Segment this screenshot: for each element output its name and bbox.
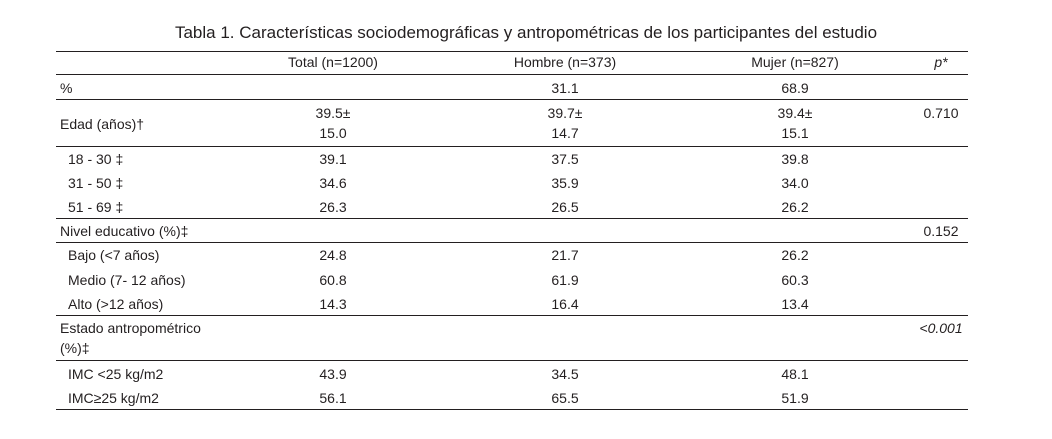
row-nivel-p: 0.152 [923,223,959,239]
row-bajo-hombre: 21.7 [551,247,579,263]
row-rule [56,99,968,100]
table-bottom-rule [56,409,968,410]
row-estado-label-line2: (%)‡ [60,340,90,356]
row-edad-hombre-sd: 14.7 [551,125,579,141]
row-edad-18-30-total: 39.1 [319,151,347,167]
row-pct-mujer: 68.9 [781,80,809,96]
row-medio-total: 60.8 [319,272,347,288]
row-edad-label: Edad (años)† [60,116,145,132]
row-bajo-label: Bajo (<7 años) [68,247,160,263]
row-alto-mujer: 13.4 [781,296,809,312]
row-edad-mujer-sd: 15.1 [781,125,809,141]
row-edad-18-30-label: 18 - 30 ‡ [68,151,124,167]
row-edad-hombre-mean: 39.7± [547,105,583,121]
row-edad-51-69-mujer: 26.2 [781,199,809,215]
row-imc-alto-hombre: 65.5 [551,390,579,406]
row-imc-bajo-total: 43.9 [319,366,347,382]
row-imc-bajo-hombre: 34.5 [551,366,579,382]
row-edad-31-50-mujer: 34.0 [781,175,809,191]
row-edad-total-sd: 15.0 [319,125,347,141]
row-edad-31-50-total: 34.6 [319,175,347,191]
row-alto-label: Alto (>12 años) [68,296,164,312]
row-bajo-mujer: 26.2 [781,247,809,263]
row-rule [56,315,968,316]
header-hombre: Hombre (n=373) [513,54,617,70]
header-p: p* [934,54,948,70]
row-rule [56,146,968,147]
row-pct-label: % [60,80,73,96]
row-estado-label-line1: Estado antropométrico [60,320,201,336]
row-rule [56,242,968,243]
row-rule [56,360,968,361]
header-mujer: Mujer (n=827) [751,54,839,70]
row-medio-mujer: 60.3 [781,272,809,288]
row-rule [56,218,968,219]
row-edad-51-69-label: 51 - 69 ‡ [68,199,124,215]
header-rule [56,74,968,75]
row-imc-bajo-label: IMC <25 kg/m2 [68,366,164,382]
row-estado-p: <0.001 [919,320,963,336]
row-edad-18-30-hombre: 37.5 [551,151,579,167]
row-edad-mujer-mean: 39.4± [777,105,813,121]
row-bajo-total: 24.8 [319,247,347,263]
row-edad-51-69-total: 26.3 [319,199,347,215]
row-imc-alto-label: IMC≥25 kg/m2 [68,390,159,406]
table-top-rule [56,51,968,52]
row-edad-51-69-hombre: 26.5 [551,199,579,215]
row-alto-total: 14.3 [319,296,347,312]
table-title: Tabla 1. Características sociodemográfic… [174,23,878,42]
row-medio-label: Medio (7- 12 años) [68,272,186,288]
row-edad-18-30-mujer: 39.8 [781,151,809,167]
row-edad-31-50-hombre: 35.9 [551,175,579,191]
row-medio-hombre: 61.9 [551,272,579,288]
row-edad-total-mean: 39.5± [315,105,351,121]
header-total: Total (n=1200) [288,54,378,70]
row-imc-bajo-mujer: 48.1 [781,366,809,382]
row-alto-hombre: 16.4 [551,296,579,312]
row-edad-p: 0.710 [923,105,959,121]
row-imc-alto-total: 56.1 [319,390,347,406]
row-pct-hombre: 31.1 [551,80,579,96]
row-imc-alto-mujer: 51.9 [781,390,809,406]
row-edad-31-50-label: 31 - 50 ‡ [68,175,124,191]
row-nivel-label: Nivel educativo (%)‡ [60,223,189,239]
